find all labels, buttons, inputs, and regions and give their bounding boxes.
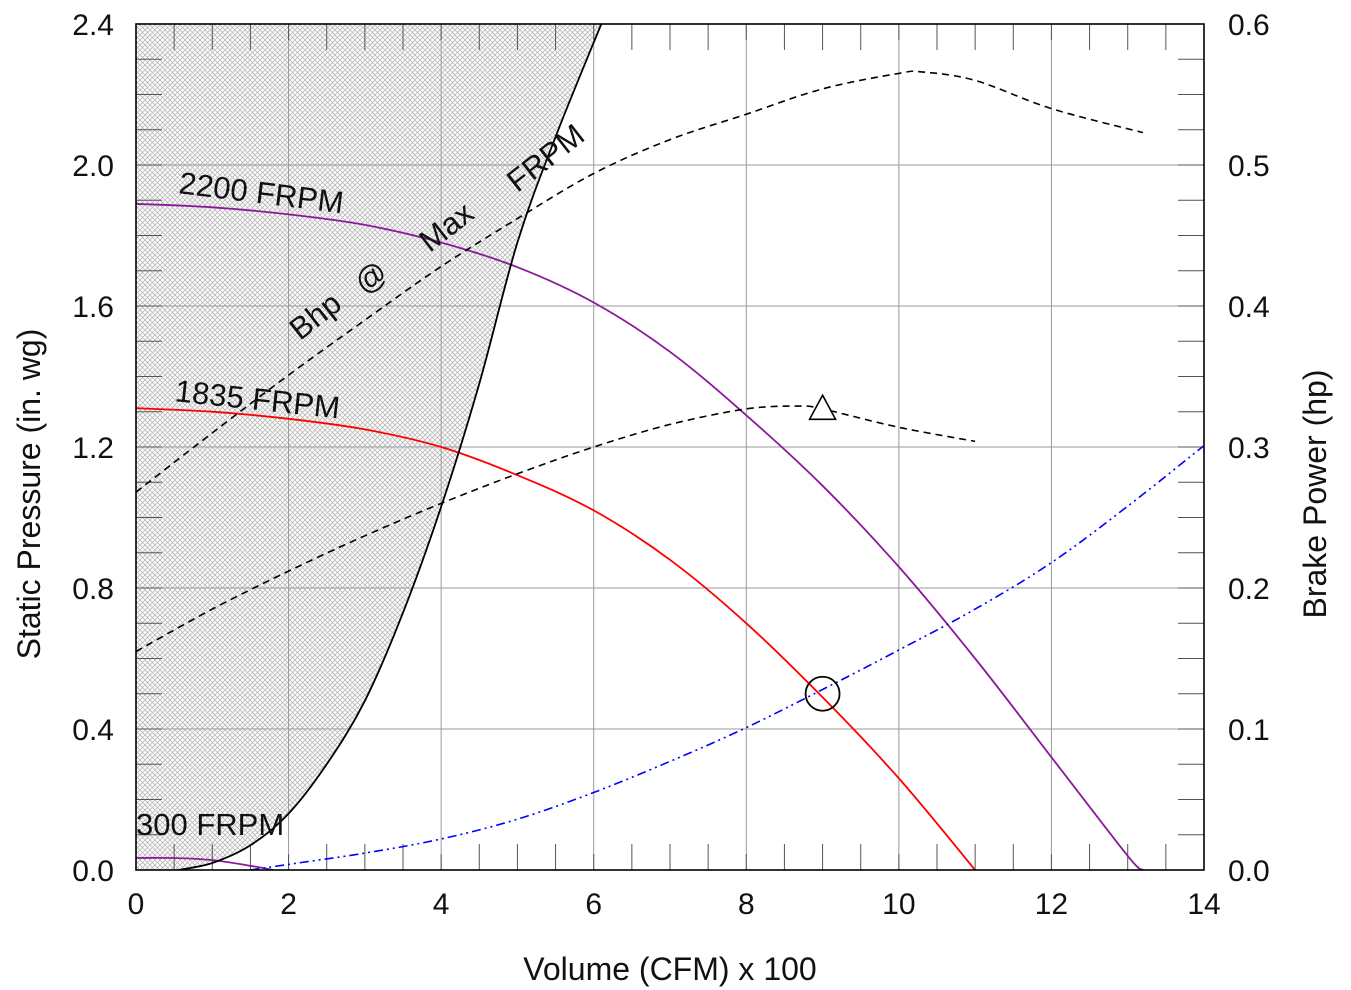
y-tick-label: 1.2 xyxy=(72,432,114,465)
y-axis-title: Static Pressure (in. wg) xyxy=(11,329,47,660)
x-tick-label: 12 xyxy=(1035,888,1068,921)
x-tick-label: 10 xyxy=(882,888,915,921)
y-tick-label: 1.6 xyxy=(72,291,114,324)
plot-frame xyxy=(135,23,1205,871)
x-axis-title: Volume (CFM) x 100 xyxy=(523,951,816,987)
y-tick-label: 2.4 xyxy=(72,9,114,42)
y2-tick-labels: 0.0 0.1 0.2 0.3 0.4 0.5 0.6 xyxy=(1228,9,1270,888)
series-bhp-6 xyxy=(136,70,1144,493)
y2-tick-label: 0.3 xyxy=(1228,432,1270,465)
x-tick-label: 8 xyxy=(738,888,755,921)
y2-tick-label: 0.6 xyxy=(1228,9,1270,42)
y2-tick-label: 0.5 xyxy=(1228,150,1270,183)
y-tick-label: 2.0 xyxy=(72,150,114,183)
series-rpm-300-2 xyxy=(136,856,274,870)
x-tick-label: 2 xyxy=(280,888,297,921)
y-tick-labels: 0.0 0.4 0.8 1.2 1.6 2.0 2.4 xyxy=(72,9,114,888)
grid xyxy=(136,24,1204,870)
series-rpm-2200-0 xyxy=(136,202,1144,870)
y-tick-label: 0.8 xyxy=(72,573,114,606)
series-limit-3 xyxy=(177,24,603,870)
y2-axis-title: Brake Power (hp) xyxy=(1297,370,1333,619)
operating-point-circle xyxy=(804,675,841,712)
y-tick-label: 0.4 xyxy=(72,714,114,747)
x-tick-label: 6 xyxy=(585,888,602,921)
y-tick-label: 0.0 xyxy=(72,855,114,888)
x-tick-labels: 0 2 4 6 8 10 12 14 xyxy=(128,888,1221,921)
curve-label: 300 FRPM xyxy=(136,807,284,842)
markers xyxy=(804,393,841,712)
x-tick-label: 4 xyxy=(433,888,450,921)
x-tick-label: 0 xyxy=(128,888,145,921)
series-group xyxy=(136,24,1204,870)
bhp-point-triangle xyxy=(808,393,837,421)
series-rpm-1835-1 xyxy=(136,407,976,870)
y2-tick-label: 0.4 xyxy=(1228,291,1270,324)
y2-tick-label: 0.0 xyxy=(1228,855,1270,888)
x-tick-label: 14 xyxy=(1187,888,1220,921)
y2-tick-label: 0.2 xyxy=(1228,573,1270,606)
y2-tick-label: 0.1 xyxy=(1228,714,1270,747)
series-system-4 xyxy=(250,444,1204,870)
